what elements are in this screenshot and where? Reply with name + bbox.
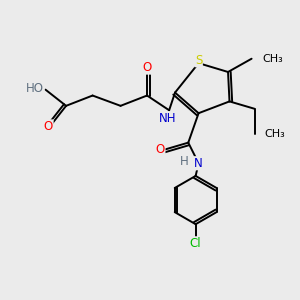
- Text: Cl: Cl: [190, 237, 202, 250]
- Text: O: O: [44, 120, 53, 133]
- Text: CH₃: CH₃: [262, 54, 283, 64]
- Text: HO: HO: [26, 82, 44, 95]
- Text: N: N: [194, 157, 203, 170]
- Text: H: H: [179, 155, 188, 168]
- Text: O: O: [156, 143, 165, 157]
- Text: CH₃: CH₃: [265, 129, 286, 139]
- Text: NH: NH: [159, 112, 176, 125]
- Text: S: S: [195, 54, 202, 67]
- Text: O: O: [142, 61, 152, 74]
